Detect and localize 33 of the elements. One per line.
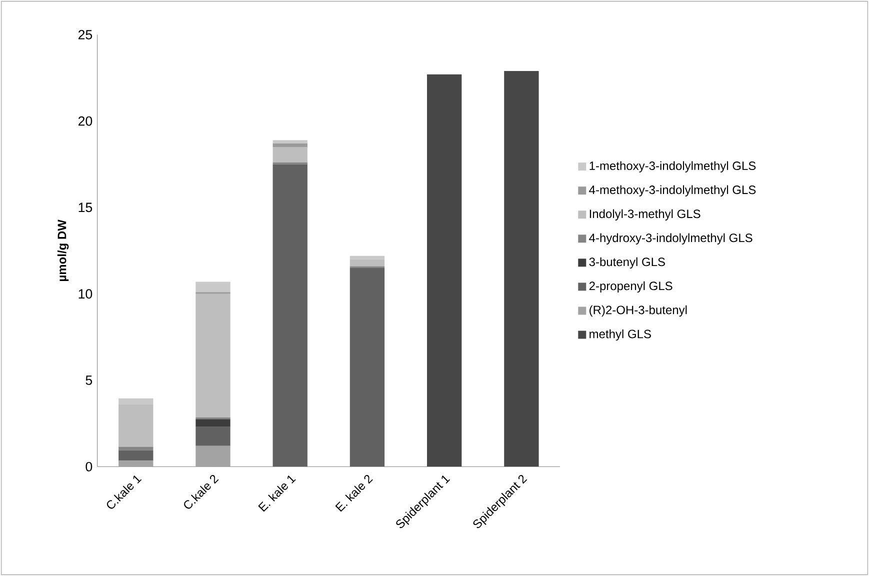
bar [196, 282, 230, 292]
y-tick-label: 0 [86, 462, 92, 472]
bar [196, 294, 230, 418]
bar [350, 268, 385, 467]
legend-label: 2-propenyl GLS [589, 281, 672, 293]
x-tick-label: E. kale 1 [258, 475, 296, 512]
bar [427, 74, 462, 467]
legend-label: (R)2-OH-3-butenyl [590, 305, 687, 317]
bar [118, 446, 154, 450]
y-tick-label: 15 [78, 202, 92, 212]
bar [272, 140, 308, 144]
bar [272, 144, 308, 147]
y-tick-label: 10 [78, 289, 92, 299]
bar [118, 460, 154, 467]
y-tick-label: 25 [78, 30, 92, 40]
bar [196, 426, 230, 446]
bar [118, 450, 154, 461]
bar [196, 446, 230, 467]
legend-label: 4-hydroxy-3-indolylmethyl GLS [589, 233, 752, 244]
x-tick-label: E. kale 2 [335, 474, 373, 512]
legend-label: Indolyl-3-methyl GLS [590, 209, 700, 220]
y-tick-label: 5 [86, 376, 92, 385]
legend-label: 4-methoxy-3-indolylmethyl GLS [589, 185, 756, 196]
bar [350, 259, 385, 266]
y-axis-title: µmol/g DW [57, 220, 69, 281]
bar [196, 419, 230, 427]
legend-label: 3-butenyl GLS [589, 257, 665, 269]
bar [272, 146, 308, 163]
legend-label: methyl GLS [590, 329, 651, 341]
legend-label: 1-methoxy-3-indolylmethyl GLS [590, 161, 756, 172]
bar [504, 70, 539, 467]
bar [272, 164, 308, 467]
y-tick-label: 20 [78, 116, 92, 126]
